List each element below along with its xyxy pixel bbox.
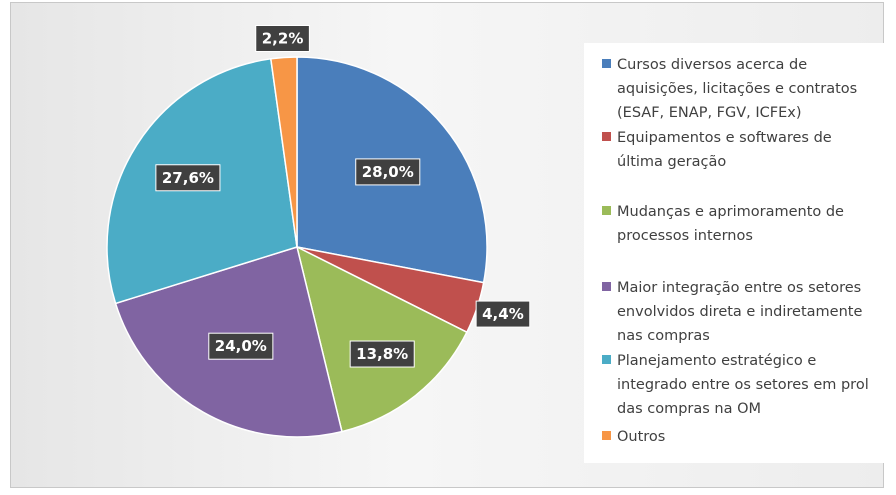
legend-label: Cursos diversos acerca de aquisições, li… (617, 57, 858, 121)
data-label-box (208, 332, 274, 360)
data-label-text: 24,0% (215, 337, 267, 355)
legend-label: Equipamentos e softwares de última geraç… (617, 130, 832, 170)
legend-swatch (602, 282, 611, 291)
data-label-box (155, 164, 221, 192)
data-label: 28,0% (355, 158, 421, 186)
data-label: 27,6% (155, 164, 221, 192)
legend-label: Planejamento estratégico e integrado ent… (617, 353, 869, 417)
data-label: 13,8% (349, 340, 415, 368)
data-label-text: 28,0% (362, 163, 414, 181)
legend-label: Outros (617, 429, 666, 445)
legend-swatch (602, 206, 611, 215)
data-label-text: 13,8% (356, 345, 408, 363)
legend-swatch (602, 431, 611, 440)
data-label: 4,4% (475, 300, 531, 328)
data-label: 2,2% (255, 24, 310, 52)
data-label-text: 2,2% (262, 29, 304, 47)
data-label-box (349, 340, 415, 368)
data-label-box (475, 300, 531, 328)
legend-label: Maior integração entre os setores envolv… (617, 280, 863, 344)
legend-swatch (602, 132, 611, 141)
legend-swatch (602, 355, 611, 364)
data-label-box (355, 158, 421, 186)
data-label-text: 27,6% (162, 169, 214, 187)
legend-label: Mudanças e aprimoramento de processos in… (617, 204, 844, 244)
data-label-box (255, 24, 310, 52)
data-label-text: 4,4% (482, 305, 524, 323)
pie-slice (269, 56, 298, 248)
chart-frame: 28,0% 4,4% 13,8% 24,0% 27,6% 2,2% Cursos dive… (10, 2, 884, 488)
pie-chart: 28,0% 4,4% 13,8% 24,0% 27,6% 2,2% (106, 24, 531, 438)
legend: Cursos diversos acerca de aquisições, li… (584, 43, 884, 463)
legend-swatch (602, 59, 611, 68)
data-label: 24,0% (208, 332, 274, 360)
pie-slice (295, 245, 468, 433)
